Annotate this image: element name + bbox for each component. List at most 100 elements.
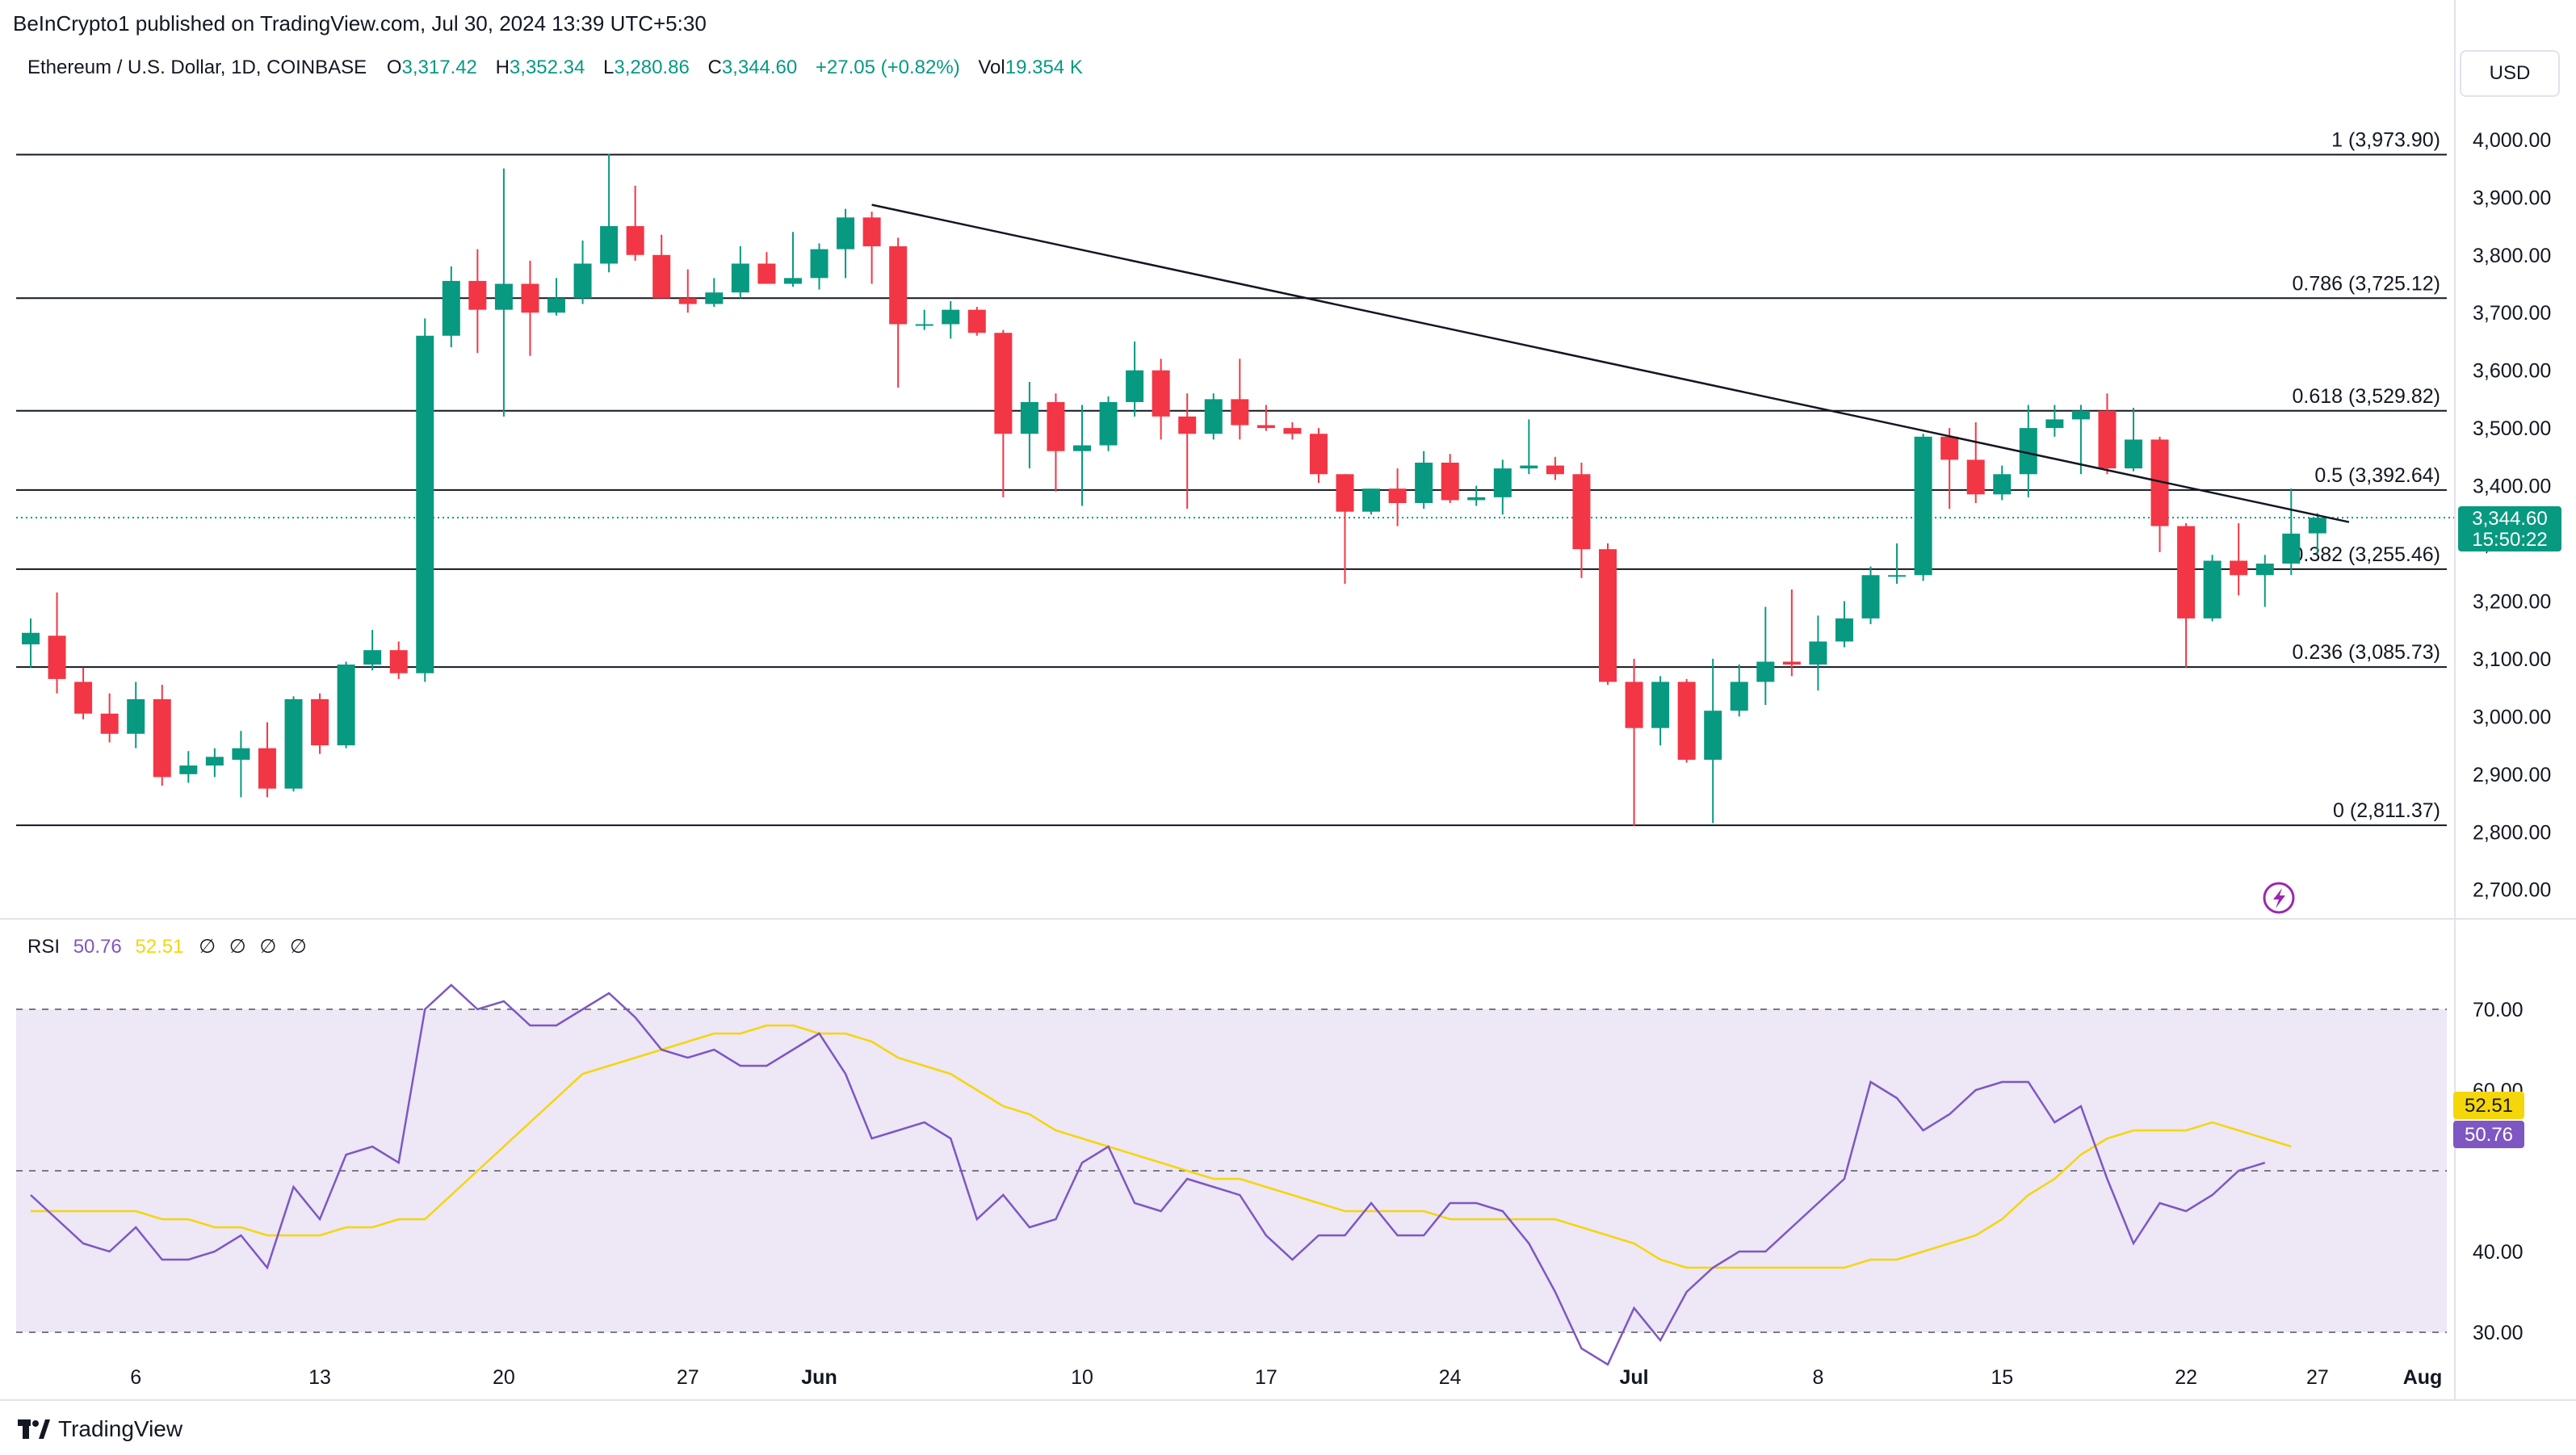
candle-body[interactable]	[232, 748, 250, 760]
candle-body[interactable]	[1756, 661, 1775, 682]
candle-body[interactable]	[1520, 465, 1538, 469]
candle-body[interactable]	[1809, 641, 1827, 665]
candle-body[interactable]	[153, 698, 171, 778]
candle-body[interactable]	[1493, 468, 1512, 497]
candle-body[interactable]	[22, 632, 40, 645]
candle-body[interactable]	[573, 263, 592, 299]
candle-body[interactable]	[678, 298, 697, 304]
candle-body[interactable]	[994, 333, 1013, 434]
candle-body[interactable]	[1835, 618, 1853, 642]
candle-body[interactable]	[1993, 474, 2012, 495]
candle-body[interactable]	[2125, 439, 2142, 469]
candle-body[interactable]	[521, 283, 539, 313]
candle-body[interactable]	[915, 324, 933, 326]
candle-body[interactable]	[1152, 370, 1170, 417]
candle-body[interactable]	[1599, 549, 1617, 682]
candle-body[interactable]	[179, 765, 198, 774]
candle-body[interactable]	[468, 280, 487, 310]
candle-body[interactable]	[389, 650, 408, 673]
candle-body[interactable]	[783, 278, 802, 284]
candle-body[interactable]	[2019, 428, 2037, 475]
candle-body[interactable]	[2071, 410, 2090, 420]
fib-label: 0.5 (3,392.64)	[2314, 464, 2440, 487]
candle-body[interactable]	[100, 713, 119, 734]
candle-body[interactable]	[889, 246, 908, 325]
candle-body[interactable]	[1677, 681, 1696, 760]
candle-body[interactable]	[1099, 401, 1118, 446]
trendline-line[interactable]	[871, 203, 2350, 523]
candle-body[interactable]	[810, 249, 829, 279]
candle-body[interactable]	[1283, 428, 1302, 434]
tradingview-brand[interactable]: TradingView	[18, 1416, 183, 1442]
candle-body[interactable]	[205, 757, 224, 766]
candle-body[interactable]	[967, 309, 986, 333]
candle-body[interactable]	[2255, 564, 2274, 576]
candle-body[interactable]	[757, 263, 776, 284]
candle-body[interactable]	[1467, 497, 1486, 501]
rsi-tick-label: 70.00	[2473, 999, 2524, 1021]
candle-body[interactable]	[416, 335, 434, 673]
volume-label: Vol	[978, 57, 1005, 78]
candle-body[interactable]	[442, 280, 460, 336]
rsi-legend[interactable]: RSI 50.76 52.51 ∅ ∅ ∅ ∅	[27, 935, 315, 958]
candle-body[interactable]	[1914, 436, 1932, 576]
candle-body[interactable]	[1204, 399, 1223, 434]
candle-body[interactable]	[1126, 370, 1144, 402]
candle-body[interactable]	[2308, 518, 2326, 534]
price-tick-label: 3,400.00	[2473, 476, 2551, 498]
candle-body[interactable]	[1178, 416, 1197, 434]
candle-body[interactable]	[1231, 399, 1249, 426]
currency-button[interactable]: USD	[2460, 50, 2560, 97]
candle-body[interactable]	[1073, 445, 1091, 451]
candle-body[interactable]	[2177, 526, 2196, 618]
candle-body[interactable]	[1257, 425, 1275, 429]
candle-body[interactable]	[1572, 474, 1591, 550]
candle-body[interactable]	[1336, 474, 1354, 512]
candle-body[interactable]	[1861, 575, 1880, 618]
candle-body[interactable]	[1362, 488, 1381, 512]
candle-body[interactable]	[2045, 419, 2064, 429]
symbol-name[interactable]: Ethereum / U.S. Dollar, 1D, COINBASE	[27, 57, 367, 78]
candle-body[interactable]	[862, 217, 881, 247]
candle-body[interactable]	[626, 226, 644, 255]
candle-body[interactable]	[1441, 462, 1459, 501]
candle-body[interactable]	[731, 263, 749, 293]
candle-body[interactable]	[1625, 681, 1643, 728]
candle-body[interactable]	[2203, 560, 2221, 618]
candle-body[interactable]	[284, 698, 303, 789]
candle-body[interactable]	[600, 226, 619, 264]
candle-body[interactable]	[258, 748, 276, 789]
candle-body[interactable]	[48, 635, 66, 679]
candle-body[interactable]	[2230, 560, 2248, 576]
candle-body[interactable]	[1940, 436, 1959, 460]
candle-body[interactable]	[1047, 401, 1065, 451]
candle-body[interactable]	[2150, 439, 2169, 526]
candle-body[interactable]	[1415, 462, 1433, 503]
time-tick-label: 6	[130, 1366, 141, 1389]
candle-body[interactable]	[494, 283, 513, 310]
candle-body[interactable]	[1704, 711, 1722, 760]
candle-body[interactable]	[74, 681, 93, 714]
candle-body[interactable]	[1651, 681, 1670, 728]
candle-body[interactable]	[2282, 533, 2301, 564]
candle-body[interactable]	[837, 217, 855, 249]
candle-body[interactable]	[1546, 465, 1564, 475]
candle-body[interactable]	[363, 650, 382, 665]
candle-body[interactable]	[1020, 401, 1038, 434]
candle-body[interactable]	[2098, 410, 2117, 469]
candle-body[interactable]	[1309, 434, 1328, 475]
candle-body[interactable]	[311, 698, 329, 746]
candle-body[interactable]	[1782, 661, 1801, 665]
candle-body[interactable]	[1388, 488, 1407, 503]
candle-body[interactable]	[942, 309, 960, 325]
candle-body[interactable]	[1730, 681, 1748, 711]
candle-body[interactable]	[1888, 575, 1907, 577]
candle-body[interactable]	[127, 698, 145, 734]
candle-body[interactable]	[705, 292, 724, 304]
lightning-icon[interactable]	[2263, 882, 2295, 914]
candle-body[interactable]	[652, 254, 671, 299]
candle-body[interactable]	[548, 298, 565, 313]
candle-body[interactable]	[1966, 459, 1985, 495]
candle-body[interactable]	[337, 665, 355, 746]
